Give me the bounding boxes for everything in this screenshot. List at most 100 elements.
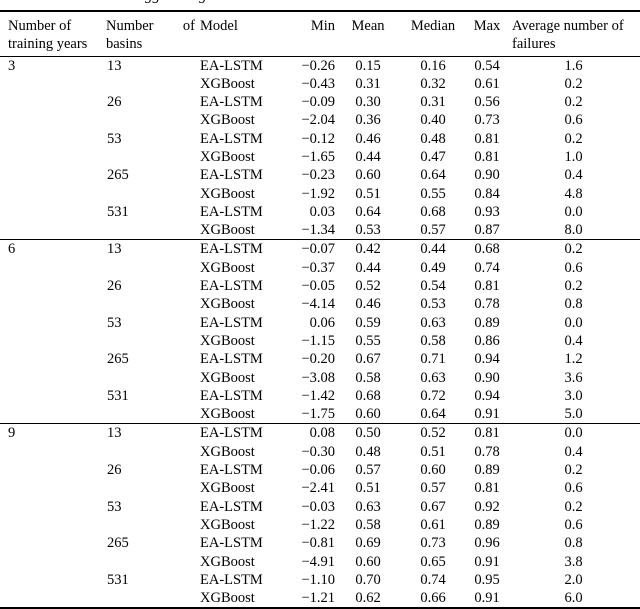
cell-training-years (0, 185, 105, 203)
header-median: Median (399, 11, 467, 57)
cell-mean: 0.30 (355, 94, 381, 111)
cell-mean: 0.52 (355, 278, 381, 295)
cell-min: −0.20 (301, 351, 335, 368)
cell-basins (105, 148, 199, 166)
cell-model: XGBoost (200, 222, 255, 239)
cell-max: 0.89 (474, 314, 500, 331)
cell-training-years: 6 (0, 239, 105, 259)
cell-training-years (0, 387, 105, 405)
results-table: Number of training years Number of basin… (0, 10, 640, 609)
cell-min: −0.12 (301, 130, 335, 147)
cell-avg-failures: 0.4 (564, 332, 583, 349)
cell-max: 0.56 (474, 94, 500, 111)
caption-fragment-text: g (199, 0, 207, 5)
cell-max: 0.78 (474, 443, 500, 460)
cell-basins (105, 332, 199, 350)
caption-fragment-text: gg (145, 0, 160, 5)
header-model: Model (199, 11, 285, 57)
cell-mean: 0.53 (355, 222, 381, 239)
cell-avg-failures: 0.2 (564, 498, 583, 515)
header-row: Number of training years Number of basin… (0, 11, 640, 57)
cell-min: −0.03 (301, 498, 335, 515)
cell-model: XGBoost (200, 406, 255, 423)
cell-max: 0.61 (474, 75, 500, 92)
cell-avg-failures: 0.2 (507, 239, 640, 259)
cell-basins: 265 (107, 535, 129, 552)
cell-min: −1.21 (301, 590, 335, 607)
cell-basins (105, 295, 199, 313)
cell-min: −4.91 (301, 553, 335, 570)
cell-avg-failures: 1.0 (564, 148, 583, 165)
cell-mean: 0.60 (355, 406, 381, 423)
cell-min: −1.15 (301, 332, 335, 349)
table-row: 531 EA-LSTM 0.03 0.64 0.68 0.93 0.0 (0, 203, 640, 221)
cell-mean: 0.50 (337, 423, 399, 443)
cell-model: EA-LSTM (200, 351, 263, 368)
header-training-years: Number of training years (0, 11, 105, 57)
cell-training-years (0, 111, 105, 129)
cell-basins: 531 (107, 571, 129, 588)
cell-min: −1.75 (301, 406, 335, 423)
cell-avg-failures: 0.4 (564, 167, 583, 184)
table-row: XGBoost −0.43 0.31 0.32 0.61 0.2 (0, 75, 640, 93)
cell-basins (105, 185, 199, 203)
table-row: XGBoost −1.65 0.44 0.47 0.81 1.0 (0, 148, 640, 166)
cell-model: XGBoost (200, 516, 255, 533)
cell-min: −0.23 (301, 167, 335, 184)
table-row: 26 EA-LSTM −0.05 0.52 0.54 0.81 0.2 (0, 277, 640, 295)
cell-training-years (0, 259, 105, 277)
cell-basins (105, 589, 199, 608)
cell-basins (105, 111, 199, 129)
cell-basins: 26 (107, 278, 122, 295)
cell-basins (105, 369, 199, 387)
cell-basins: 53 (107, 130, 122, 147)
cell-min: −2.41 (301, 480, 335, 497)
table-row: 53 EA-LSTM −0.03 0.63 0.67 0.92 0.2 (0, 498, 640, 516)
cell-max: 0.90 (474, 167, 500, 184)
cell-min: 0.08 (285, 423, 337, 443)
cell-model: EA-LSTM (200, 571, 263, 588)
cell-min: −0.37 (301, 259, 335, 276)
cell-basins (105, 516, 199, 534)
cell-mean: 0.51 (355, 185, 381, 202)
cell-avg-failures: 0.0 (564, 203, 583, 220)
cell-mean: 0.67 (355, 351, 381, 368)
cell-model: EA-LSTM (200, 57, 263, 74)
cell-median: 0.51 (420, 443, 446, 460)
cell-avg-failures: 3.0 (564, 387, 583, 404)
cell-min: 0.06 (309, 314, 335, 331)
cell-model: EA-LSTM (200, 314, 263, 331)
cell-median: 0.64 (420, 167, 446, 184)
cell-training-years (0, 534, 105, 552)
cell-max: 0.86 (474, 332, 500, 349)
cell-median: 0.71 (420, 351, 446, 368)
cell-min: −0.43 (301, 75, 335, 92)
cell-model: XGBoost (200, 75, 255, 92)
table-row: 26 EA-LSTM −0.09 0.30 0.31 0.56 0.2 (0, 93, 640, 111)
cell-model: XGBoost (200, 112, 255, 129)
cell-basins: 53 (107, 498, 122, 515)
cell-mean: 0.68 (355, 387, 381, 404)
cell-training-years (0, 75, 105, 93)
cell-max: 0.87 (474, 222, 500, 239)
cell-mean: 0.63 (355, 498, 381, 515)
table-row: XGBoost −1.92 0.51 0.55 0.84 4.8 (0, 185, 640, 203)
cell-basins: 13 (105, 423, 199, 443)
cell-avg-failures: 0.6 (564, 516, 583, 533)
cell-training-years (0, 479, 105, 497)
cell-avg-failures: 1.6 (564, 57, 583, 74)
cell-avg-failures: 0.2 (564, 94, 583, 111)
table-row: XGBoost −1.15 0.55 0.58 0.86 0.4 (0, 332, 640, 350)
cell-mean: 0.42 (337, 239, 399, 259)
cell-training-years (0, 443, 105, 461)
table-row: XGBoost −1.22 0.58 0.61 0.89 0.6 (0, 516, 640, 534)
cell-avg-failures: 0.2 (564, 462, 583, 479)
cell-median: 0.57 (420, 480, 446, 497)
cell-max: 0.92 (474, 498, 500, 515)
cell-median: 0.64 (420, 406, 446, 423)
cell-max: 0.94 (474, 387, 500, 404)
cell-median: 0.47 (420, 148, 446, 165)
cell-basins: 265 (107, 167, 129, 184)
cell-model: EA-LSTM (200, 167, 263, 184)
cell-training-years: 3 (8, 57, 16, 74)
